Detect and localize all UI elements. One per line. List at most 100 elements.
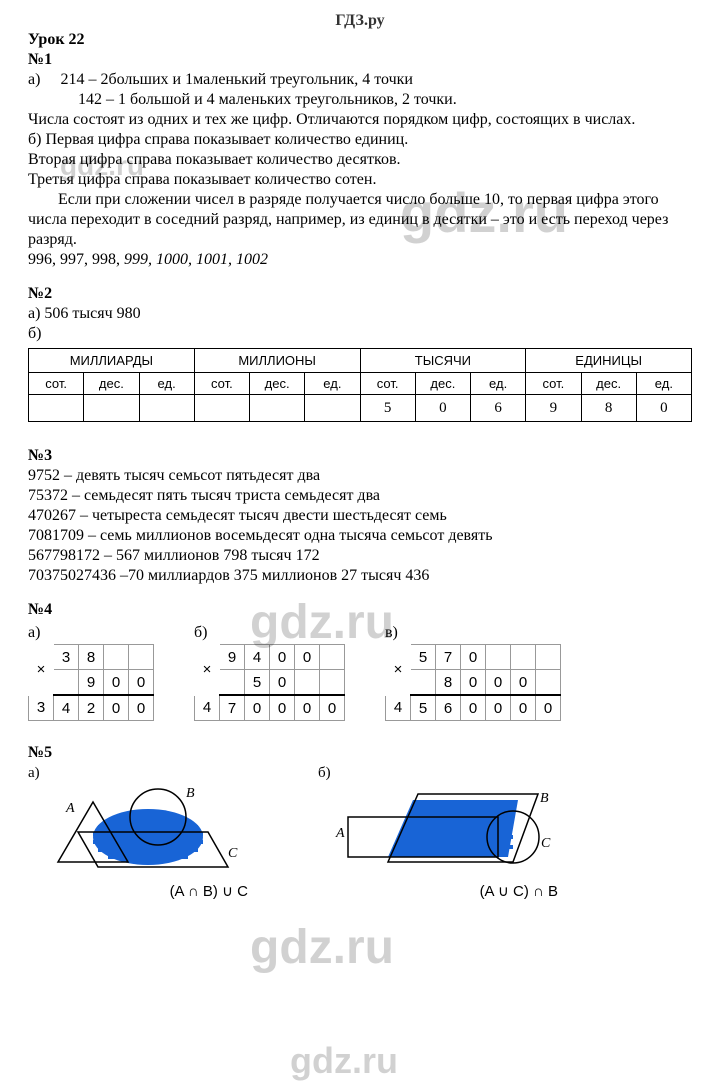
pv-group: ЕДИНИЦЫ	[526, 349, 692, 373]
n5-heading: №5	[28, 743, 692, 763]
pv-cell	[250, 395, 305, 422]
n3-line: 567798172 – 567 миллионов 798 тысяч 172	[28, 546, 692, 566]
n5-a-formula: (A ∩ B) ∪ C	[28, 882, 258, 900]
cell	[411, 670, 436, 696]
cell: 0	[486, 670, 511, 696]
n2-b-label: б)	[28, 324, 692, 344]
cell	[320, 670, 345, 696]
cell: 4	[386, 695, 411, 721]
pv-sub: ед.	[636, 373, 691, 395]
pv-cell: 5	[360, 395, 415, 422]
n2-heading: №2	[28, 284, 692, 304]
cell: 0	[320, 695, 345, 721]
lesson-title: Урок 22	[28, 30, 692, 50]
pv-sub: ед.	[139, 373, 194, 395]
n1-heading: №1	[28, 50, 692, 70]
cell	[129, 645, 154, 670]
pv-cell: 6	[471, 395, 526, 422]
watermark: gdz.ru	[290, 1040, 398, 1082]
pv-cell: 8	[581, 395, 636, 422]
n3-line: 7081709 – семь миллионов восемьдесят одн…	[28, 526, 692, 546]
cell: 0	[536, 695, 561, 721]
n5-row: а) A B C (A ∩ B) ∪ C б)	[28, 765, 692, 900]
n4-a-label: а)	[28, 624, 154, 642]
cell: 2	[79, 695, 104, 721]
n1-b-line2: Вторая цифра справа показывает количеств…	[28, 150, 692, 170]
cell: 0	[511, 695, 536, 721]
watermark: gdz.ru	[250, 920, 394, 975]
cell: 0	[270, 695, 295, 721]
pv-sub: сот.	[29, 373, 84, 395]
n3-line: 9752 – девять тысяч семьсот пятьдесят дв…	[28, 466, 692, 486]
cell: 8	[436, 670, 461, 696]
n4-row: а) × 3 8 9 0 0 3 4 2	[28, 624, 692, 721]
n3-line: 75372 – семьдесят пять тысяч триста семь…	[28, 486, 692, 506]
pv-group-row: МИЛЛИАРДЫ МИЛЛИОНЫ ТЫСЯЧИ ЕДИНИЦЫ	[29, 349, 692, 373]
site-header: ГДЗ.ру	[28, 10, 692, 30]
cell	[320, 645, 345, 670]
n4-a: а) × 3 8 9 0 0 3 4 2	[28, 624, 154, 721]
cell: 9	[79, 670, 104, 696]
pv-cell: 0	[415, 395, 470, 422]
cell	[220, 670, 245, 696]
pv-value-row: 5 0 6 9 8 0	[29, 395, 692, 422]
place-value-table: МИЛЛИАРДЫ МИЛЛИОНЫ ТЫСЯЧИ ЕДИНИЦЫ сот. д…	[28, 348, 692, 422]
set-diagram-b: A B C	[318, 782, 568, 882]
cell: 3	[54, 645, 79, 670]
cell: 0	[461, 695, 486, 721]
cell: 0	[104, 670, 129, 696]
pv-group: МИЛЛИАРДЫ	[29, 349, 195, 373]
n5-a-label: а)	[28, 765, 258, 782]
pv-sub: дес.	[415, 373, 470, 395]
label-b: B	[186, 786, 195, 801]
cell: 0	[295, 645, 320, 670]
pv-cell	[29, 395, 84, 422]
pv-cell	[305, 395, 360, 422]
cell: 6	[436, 695, 461, 721]
label-c: C	[228, 846, 238, 861]
pv-cell	[194, 395, 249, 422]
pv-group: ТЫСЯЧИ	[360, 349, 526, 373]
pv-sub: ед.	[305, 373, 360, 395]
pv-cell: 0	[636, 395, 691, 422]
n1-b-line3: Третья цифра справа показывает количеств…	[28, 170, 692, 190]
pv-sub: дес.	[250, 373, 305, 395]
pv-sub: ед.	[471, 373, 526, 395]
mult-table-b: × 9 4 0 0 5 0 4 7 0	[194, 644, 345, 721]
cell: 5	[245, 670, 270, 696]
cell	[536, 645, 561, 670]
n1-a-line1: а) 214 – 2больших и 1маленький треугольн…	[28, 70, 692, 90]
cell: 0	[486, 695, 511, 721]
cell: 4	[54, 695, 79, 721]
cell: 0	[129, 695, 154, 721]
cell: 0	[461, 645, 486, 670]
cell: 3	[29, 695, 54, 721]
mult-sign: ×	[195, 645, 220, 696]
n1-seq-italic: 999, 1000, 1001, 1002	[124, 251, 268, 268]
pv-sub-row: сот. дес. ед. сот. дес. ед. сот. дес. ед…	[29, 373, 692, 395]
cell	[511, 645, 536, 670]
cell: 4	[245, 645, 270, 670]
cell	[54, 670, 79, 696]
n1-b-line1: б) Первая цифра справа показывает количе…	[28, 130, 692, 150]
pv-sub: дес.	[84, 373, 139, 395]
cell: 0	[511, 670, 536, 696]
n2-a: а) 506 тысяч 980	[28, 304, 692, 324]
cell	[536, 670, 561, 696]
cell: 5	[411, 695, 436, 721]
pv-sub: сот.	[526, 373, 581, 395]
cell: 0	[245, 695, 270, 721]
n1-b-para: Если при сложении чисел в разряде получа…	[28, 190, 692, 250]
label-a: A	[335, 826, 345, 841]
cell: 4	[195, 695, 220, 721]
pv-cell	[139, 395, 194, 422]
cell: 5	[411, 645, 436, 670]
pv-group: МИЛЛИОНЫ	[194, 349, 360, 373]
n1-a-line1-text: 214 – 2больших и 1маленький треугольник,…	[60, 71, 413, 88]
n4-heading: №4	[28, 600, 692, 620]
n1-seq-plain: 996, 997, 998,	[28, 251, 124, 268]
n5-a: а) A B C (A ∩ B) ∪ C	[28, 765, 258, 900]
cell: 7	[220, 695, 245, 721]
mult-table-c: × 5 7 0 8 0 0 0 4 5	[385, 644, 561, 721]
label-a: A	[65, 801, 75, 816]
